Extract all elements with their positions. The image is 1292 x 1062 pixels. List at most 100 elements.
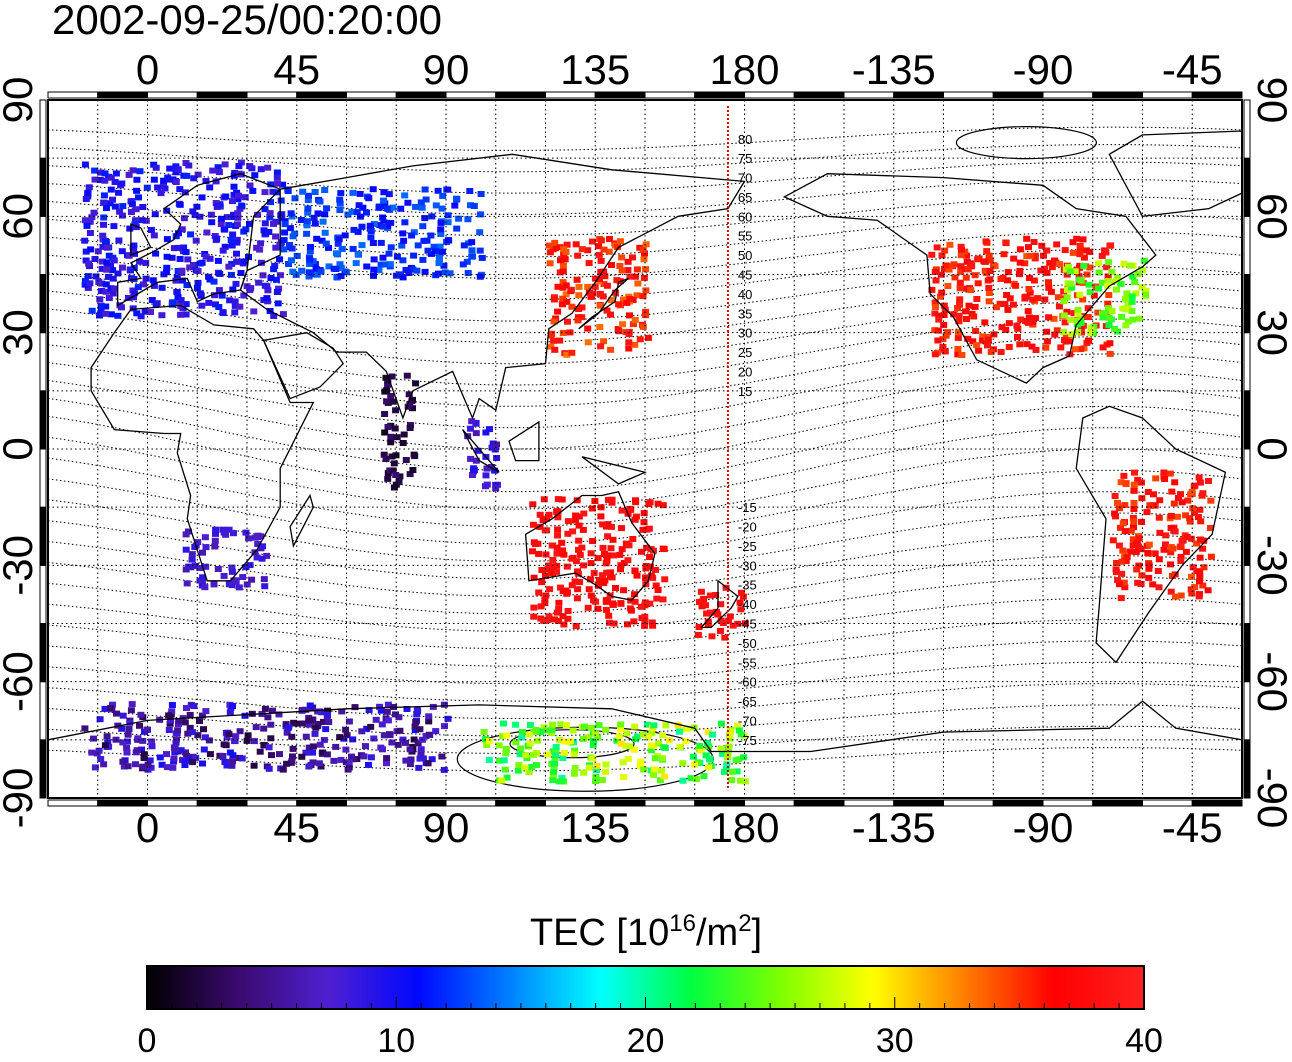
tec-cell — [228, 564, 236, 571]
tec-cell — [335, 236, 343, 243]
tec-cell — [392, 711, 399, 718]
tec-cell — [589, 538, 597, 545]
tec-cell — [166, 720, 174, 727]
tec-cell — [562, 248, 570, 255]
tec-cell — [261, 583, 269, 590]
tec-cell — [576, 551, 584, 558]
tec-cell — [239, 574, 247, 580]
tec-cell — [192, 754, 200, 761]
tec-cell — [631, 598, 639, 605]
x-tick-label-bottom: 135 — [560, 804, 630, 851]
tec-cell — [645, 501, 653, 507]
tec-cell — [309, 743, 317, 750]
tec-cell — [1195, 593, 1203, 600]
tec-cell — [502, 750, 510, 757]
tec-cell — [717, 745, 725, 752]
tec-cell — [485, 757, 493, 763]
tec-cell — [679, 760, 687, 767]
tec-cell — [182, 566, 190, 573]
tec-cell — [1196, 572, 1204, 579]
tec-cell — [436, 243, 444, 250]
tec-cell — [624, 557, 632, 564]
tec-cell — [1115, 505, 1123, 512]
tec-cell — [402, 757, 410, 764]
tec-cell — [314, 721, 322, 727]
tec-cell — [482, 472, 490, 479]
tec-cell — [574, 586, 582, 593]
tec-cell — [128, 201, 136, 208]
tec-cell — [99, 232, 107, 239]
tec-cell — [440, 766, 448, 773]
coastline — [1075, 405, 1227, 664]
tec-cell — [412, 380, 420, 387]
tec-cell — [1087, 324, 1095, 331]
tec-cell — [235, 192, 243, 199]
colorbar-tick-label: 30 — [876, 1022, 914, 1057]
tec-cell — [399, 440, 407, 446]
tec-cell — [336, 261, 344, 268]
tec-cell — [383, 760, 390, 767]
tec-cell — [503, 732, 511, 739]
tec-cell — [417, 750, 425, 757]
tec-cell — [631, 516, 639, 523]
tec-cell — [123, 749, 131, 756]
tec-cell — [288, 733, 296, 740]
tec-cell — [261, 220, 269, 227]
tec-cell — [1156, 529, 1164, 536]
tec-cell — [432, 728, 440, 735]
tec-cell — [1161, 476, 1169, 482]
tec-cell — [739, 593, 747, 600]
coastline — [699, 579, 739, 629]
tec-cell — [147, 227, 155, 233]
tec-cell — [299, 720, 307, 727]
tec-cell — [126, 266, 134, 273]
tec-cell — [183, 753, 191, 759]
tec-cell — [407, 756, 415, 763]
tec-cell — [572, 558, 580, 565]
tec-cell — [1112, 566, 1120, 573]
tec-cell — [288, 758, 296, 765]
tec-cell — [568, 303, 576, 310]
tec-cell — [1160, 469, 1168, 476]
tec-cell — [942, 332, 950, 339]
tec-cell — [379, 223, 387, 230]
tec-cell — [416, 726, 424, 733]
tec-cell — [1077, 346, 1085, 353]
tec-cell — [1114, 274, 1122, 281]
tec-cell — [238, 202, 246, 209]
tec-cell — [702, 752, 710, 759]
tec-cell — [938, 252, 946, 259]
tec-cell — [500, 757, 508, 764]
tec-cell — [184, 256, 192, 263]
tec-cell — [559, 755, 567, 762]
tec-cell — [1118, 570, 1126, 577]
colorbar-title-part: 2 — [738, 910, 751, 937]
terminator-label: -35 — [738, 578, 757, 593]
tec-cell — [213, 235, 221, 242]
tec-cell — [618, 546, 626, 553]
terminator-label: 70 — [738, 171, 752, 186]
tec-cell — [978, 337, 986, 344]
tec-cell — [345, 759, 353, 766]
tec-cell — [302, 733, 310, 740]
tec-cell — [437, 219, 445, 226]
terminator-label: 80 — [738, 132, 752, 147]
tec-cell — [337, 273, 345, 279]
tec-cell — [657, 767, 665, 774]
tec-cell — [186, 264, 194, 271]
tec-cell — [151, 211, 159, 218]
tec-cell — [992, 304, 1000, 311]
tec-cell — [1101, 310, 1109, 316]
tec-cell — [342, 726, 350, 733]
tec-cell — [559, 301, 567, 308]
tec-cell — [388, 739, 396, 746]
tec-cell — [1197, 518, 1205, 525]
frame-tick-left — [39, 99, 47, 159]
tec-cell — [1077, 320, 1085, 326]
tec-cell — [1113, 286, 1120, 293]
tec-cell — [163, 264, 171, 271]
tec-cell — [973, 342, 981, 349]
tec-cell — [261, 206, 269, 213]
tec-cell — [1120, 579, 1128, 586]
tec-cell — [1060, 328, 1068, 335]
